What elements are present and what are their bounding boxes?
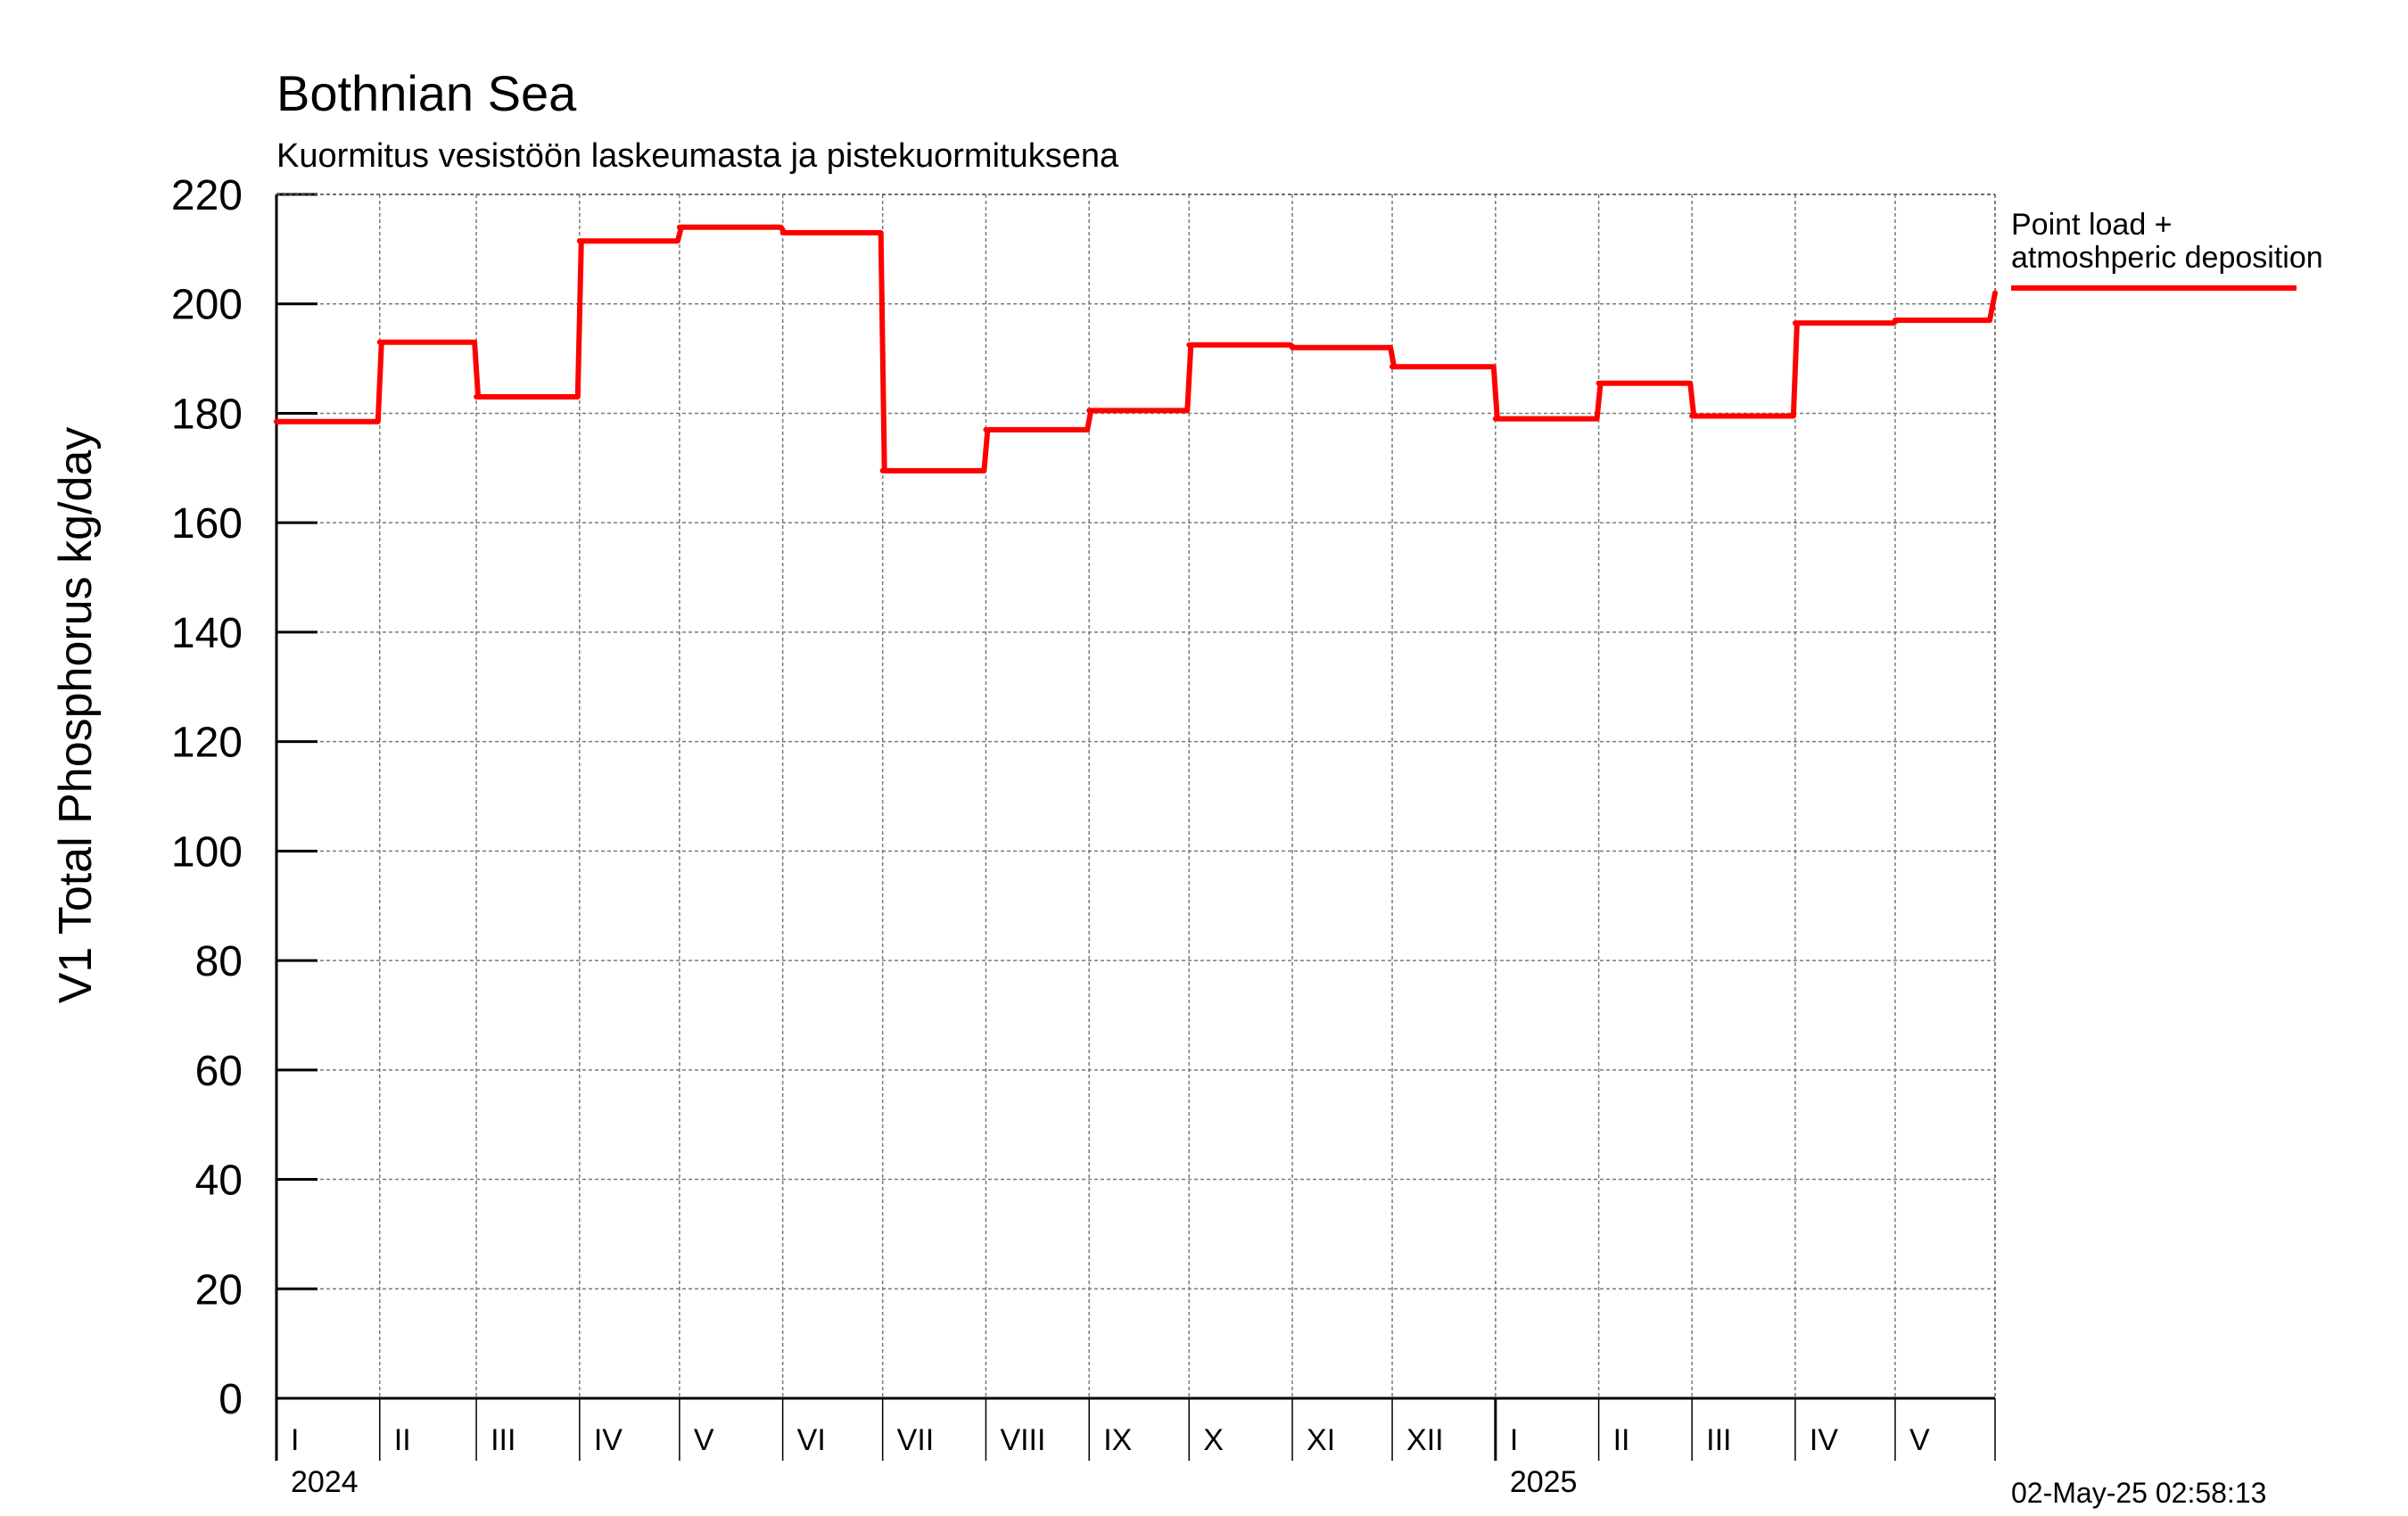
x-tick-label-month: VIII — [1000, 1423, 1045, 1457]
x-tick-label-month: VII — [897, 1423, 935, 1457]
x-tick-label-month: II — [1613, 1423, 1630, 1457]
x-tick-label-month: II — [394, 1423, 411, 1457]
data-point — [474, 394, 480, 400]
y-tick-label: 220 — [171, 172, 243, 219]
y-tick-label: 80 — [195, 938, 243, 985]
legend-label-line-1: Point load + — [2011, 208, 2173, 242]
chart-title: Bothnian Sea — [276, 65, 577, 121]
data-point — [1186, 342, 1192, 348]
chart-subtitle: Kuormitus vesistöön laskeumasta ja piste… — [276, 137, 1119, 175]
data-point — [1290, 344, 1296, 350]
y-tick-label: 40 — [195, 1158, 243, 1205]
y-tick-label: 60 — [195, 1048, 243, 1095]
y-tick-label: 140 — [171, 610, 243, 657]
data-point — [1892, 317, 1898, 324]
data-point — [676, 224, 682, 230]
data-point — [1689, 413, 1695, 419]
y-tick-labels: 0 20 40 60 80 100 120 140 160 180 200 220 — [171, 172, 243, 1423]
x-tick-label-month: III — [491, 1423, 515, 1457]
data-point — [779, 229, 786, 235]
data-point — [1390, 364, 1396, 370]
data-point — [1792, 320, 1798, 326]
x-tick-label-month: I — [1510, 1423, 1518, 1457]
y-axis-label: V1 Total Phosphorus kg/day — [50, 427, 102, 1004]
data-point — [1492, 416, 1498, 422]
x-tick-label-month: V — [1909, 1423, 1930, 1457]
x-tick-label-month: I — [291, 1423, 299, 1457]
x-tick-label-month: V — [694, 1423, 714, 1457]
x-tick-label-month: IV — [1810, 1423, 1838, 1457]
y-tick-label: 20 — [195, 1266, 243, 1314]
timestamp: 02-May-25 02:58:13 — [2011, 1477, 2266, 1509]
y-tick-label: 120 — [171, 720, 243, 767]
data-point — [1596, 380, 1602, 386]
data-point — [1086, 408, 1093, 414]
x-tick-label-year: 2024 — [291, 1465, 359, 1499]
x-tick-label-month: IV — [594, 1423, 623, 1457]
legend-label-line-2: atmoshperic deposition — [2011, 241, 2323, 275]
y-tick-label: 200 — [171, 282, 243, 329]
data-point — [879, 467, 886, 474]
data-point — [983, 426, 989, 433]
y-tick-label: 160 — [171, 500, 243, 548]
x-tick-label-month: III — [1706, 1423, 1731, 1457]
x-tick-label-month: XI — [1307, 1423, 1335, 1457]
data-point — [376, 339, 383, 345]
x-tick-label-month: VI — [797, 1423, 826, 1457]
data-point — [576, 238, 582, 244]
x-tick-label-year: 2025 — [1510, 1465, 1578, 1499]
series-line — [276, 224, 1998, 474]
y-tick-label: 0 — [219, 1376, 243, 1423]
x-tick-label-month: XII — [1406, 1423, 1444, 1457]
data-point — [1992, 290, 1998, 296]
data-series — [274, 224, 1998, 474]
legend: Point load + atmoshperic deposition — [2011, 208, 2323, 291]
x-tick-label-month: X — [1203, 1423, 1224, 1457]
y-tick-label: 180 — [171, 391, 243, 438]
x-tick-label-month: IX — [1103, 1423, 1132, 1457]
axes — [275, 193, 1996, 1461]
y-tick-label: 100 — [171, 828, 243, 876]
data-point — [274, 418, 279, 424]
